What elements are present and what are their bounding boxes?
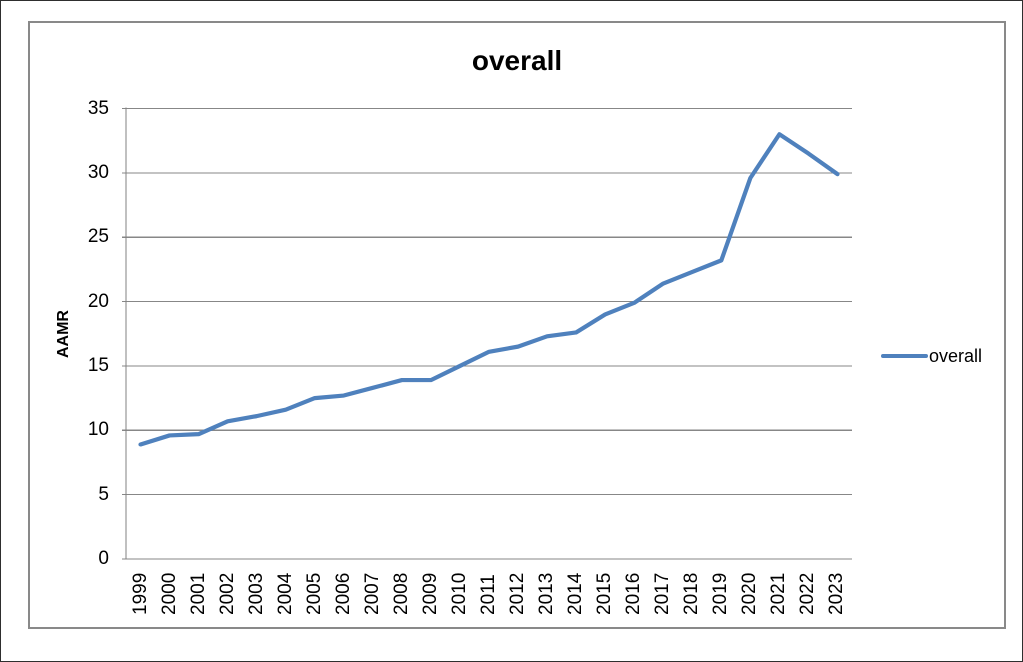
x-tick-label: 2000 <box>158 572 180 615</box>
y-tick-label: 15 <box>87 354 109 376</box>
y-tick-label: 20 <box>87 290 109 312</box>
x-tick-label: 2017 <box>652 572 674 615</box>
x-tick-label: 2002 <box>216 572 238 615</box>
x-tick-label: 2006 <box>332 572 354 615</box>
y-tick-label: 25 <box>87 226 109 248</box>
x-tick-label: 2013 <box>536 572 558 615</box>
legend: overall <box>881 346 982 366</box>
x-tick-label: 2021 <box>768 572 790 615</box>
x-tick-label: 2019 <box>710 572 732 615</box>
x-tick-label: 2003 <box>245 572 267 615</box>
x-tick-label: 2015 <box>594 572 616 615</box>
series-line-overall <box>138 132 840 447</box>
y-tick-label: 5 <box>98 483 109 505</box>
x-tick-label: 2022 <box>797 572 819 615</box>
x-tick-label: 2018 <box>681 572 703 615</box>
y-tick-label: 35 <box>87 97 109 119</box>
chart-title: overall <box>471 45 563 76</box>
x-tick-label: 2020 <box>739 572 761 615</box>
x-tick-label: 2007 <box>361 572 383 615</box>
x-tick-label: 1999 <box>129 572 151 615</box>
x-tick-label: 2016 <box>623 572 645 615</box>
x-tick-label: 2012 <box>507 572 529 615</box>
y-tick-label: 30 <box>87 161 109 183</box>
x-tick-label: 2011 <box>478 574 499 615</box>
x-tick-label: 2010 <box>448 572 470 615</box>
x-tick-label: 2004 <box>274 572 296 615</box>
x-tick-label: 2023 <box>826 572 848 615</box>
x-tick-label: 2001 <box>187 572 209 615</box>
y-tick-label: 0 <box>98 548 109 569</box>
chart-frame <box>28 21 1006 629</box>
x-tick-label: 2014 <box>565 572 587 615</box>
legend-label: overall <box>929 346 983 366</box>
legend-line-swatch <box>881 353 928 359</box>
x-tick-label: 2009 <box>419 572 441 615</box>
x-tick-label: 2008 <box>390 572 412 615</box>
y-tick-label: 10 <box>87 419 109 441</box>
x-tick-label: 2005 <box>303 572 325 615</box>
